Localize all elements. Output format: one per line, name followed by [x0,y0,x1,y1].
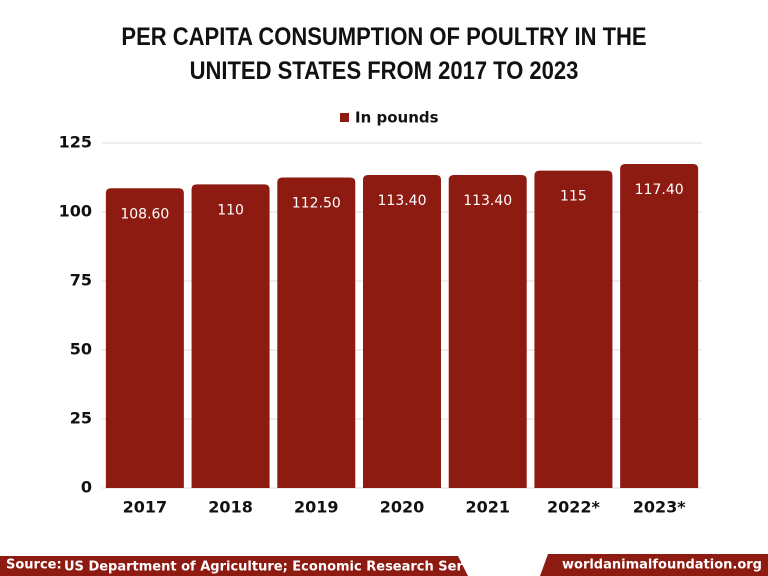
bar [363,175,441,489]
x-tick-label: 2023* [633,498,687,517]
y-tick-label: 125 [59,133,92,152]
legend-label: In pounds [355,109,439,127]
y-tick-label: 100 [59,202,92,221]
chart-title: PER CAPITA CONSUMPTION OF POULTRY IN THE… [121,23,647,85]
value-label: 113.40 [463,193,512,209]
bar [448,175,527,489]
x-tick-label: 2017 [123,498,168,517]
value-label: 115 [560,189,587,205]
x-tick-label: 2022* [547,498,601,517]
source-label: Source: [6,558,62,573]
value-label: 108.60 [120,206,169,222]
value-label: 113.40 [378,193,427,209]
website: worldanimalfoundation.org [562,558,762,573]
value-label: 110 [217,202,244,218]
bar [277,177,356,488]
x-tick-label: 2021 [465,498,510,517]
y-tick-label: 25 [70,409,92,428]
bar [534,170,613,488]
y-tick-label: 50 [70,340,92,359]
y-tick-label: 0 [81,478,92,497]
x-tick-label: 2020 [380,498,425,517]
x-tick-label: 2018 [208,498,253,517]
footer-band [0,556,468,576]
bar [105,188,184,488]
bar [620,163,699,488]
value-label: 112.50 [292,196,341,212]
bar [191,184,270,488]
y-tick-label: 75 [70,271,92,290]
footer-band [540,554,768,576]
source-text: US Department of Agriculture; Economic R… [64,560,493,575]
legend-swatch [340,113,349,122]
value-label: 117.40 [635,182,684,198]
x-tick-label: 2019 [294,498,339,517]
